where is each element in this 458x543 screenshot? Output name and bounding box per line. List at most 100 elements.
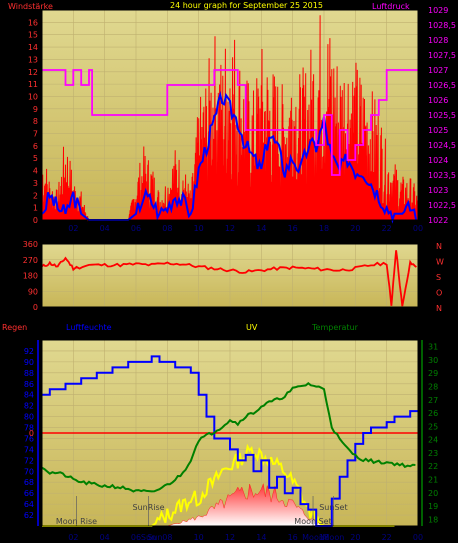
wind-tick-label: 3: [33, 179, 38, 188]
event-label: Moon Rise: [56, 517, 97, 526]
wind-tick-label: 16: [28, 18, 38, 27]
wind-tick-label: 5: [33, 154, 38, 163]
pressure-tick-label: 1024,5: [428, 141, 456, 150]
humidity-axis-title: Luftfeuchte: [66, 323, 112, 332]
humidity-tick-label: 84: [24, 391, 34, 400]
uv-series: [42, 443, 395, 527]
direction-tick-label: 90: [28, 287, 38, 296]
wind-tick-label: 11: [28, 80, 38, 89]
humidity-tick-label: 62: [24, 511, 34, 520]
pressure-tick-label: 1022: [428, 216, 448, 225]
wind-x-tick-label: 20: [350, 224, 360, 233]
humidity-tick-label: 64: [24, 500, 34, 509]
compass-label: W: [436, 258, 444, 267]
pressure-tick-label: 1024: [428, 156, 448, 165]
wind-axis-title: Windstärke: [8, 2, 53, 11]
wind-x-tick-label: 00: [413, 224, 423, 233]
temperature-tick-label: 18: [428, 515, 438, 524]
temperature-tick-label: 19: [428, 502, 438, 511]
wind-x-tick-label: 06: [131, 224, 141, 233]
climate-x-tick-label: 08: [162, 533, 172, 542]
humidity-tick-label: 74: [24, 445, 34, 454]
pressure-tick-label: 1029: [428, 6, 448, 15]
humidity-tick-label: 78: [24, 424, 34, 433]
temperature-tick-label: 27: [428, 396, 438, 405]
pressure-tick-label: 1023: [428, 186, 448, 195]
temperature-tick-label: 23: [428, 449, 438, 458]
climate-x-tick-label: 02: [68, 533, 78, 542]
temperature-tick-label: 29: [428, 369, 438, 378]
climate-x-tick-label: 06: [131, 533, 141, 542]
wind-tick-label: 14: [28, 43, 38, 52]
pressure-tick-label: 1026,5: [428, 81, 456, 90]
wind-x-tick-label: 18: [319, 224, 329, 233]
sun-moon-x-overlay: Sun: [147, 533, 162, 542]
rain-zero-label: 0: [29, 429, 34, 438]
compass-label: O: [436, 289, 442, 298]
temperature-tick-label: 24: [428, 436, 438, 445]
wind-tick-label: 1: [33, 204, 38, 213]
temperature-series: [41, 382, 416, 493]
climate-plot-border: [41, 339, 419, 527]
climate-x-tick-label: 16: [288, 533, 298, 542]
compass-label: S: [436, 273, 441, 282]
humidity-tick-label: 68: [24, 478, 34, 487]
direction-tick-label: 360: [23, 240, 38, 249]
wind-tick-label: 2: [33, 191, 38, 200]
wind-tick-label: 13: [28, 55, 38, 64]
wind-tick-label: 12: [28, 68, 38, 77]
wind-tick-label: 6: [33, 142, 38, 151]
wind-x-tick-label: 10: [194, 224, 204, 233]
pressure-axis-title: Luftdruck: [372, 2, 410, 11]
temperature-tick-label: 26: [428, 409, 438, 418]
compass-label: N: [436, 304, 442, 313]
event-label: SunSet: [319, 503, 347, 512]
temperature-tick-label: 20: [428, 489, 438, 498]
climate-x-tick-label: 20: [350, 533, 360, 542]
sun-moon-x-overlay: Moon: [323, 533, 345, 542]
wind-chart-title: 24 hour graph for September 25 2015: [170, 1, 323, 10]
sun-moon-x-overlay: Sun: [141, 533, 156, 542]
temperature-axis-title: Temperatur: [311, 323, 359, 332]
wind-tick-label: 4: [33, 167, 38, 176]
humidity-tick-label: 88: [24, 369, 34, 378]
pressure-tick-label: 1028,5: [428, 21, 456, 30]
temperature-tick-label: 25: [428, 422, 438, 431]
humidity-tick-label: 80: [24, 413, 34, 422]
rain-axis-title: Regen: [2, 323, 27, 332]
pressure-tick-label: 1025: [428, 126, 448, 135]
wind-tick-label: 10: [28, 92, 38, 101]
temperature-tick-label: 22: [428, 462, 438, 471]
temperature-tick-label: 21: [428, 476, 438, 485]
wind-tick-label: 0: [33, 216, 38, 225]
pressure-tick-label: 1025,5: [428, 111, 456, 120]
pressure-tick-label: 1027: [428, 66, 448, 75]
humidity-tick-label: 70: [24, 467, 34, 476]
event-label: Moon Set: [294, 517, 331, 526]
wind-tick-label: 15: [28, 31, 38, 40]
temperature-tick-label: 30: [428, 356, 438, 365]
temperature-tick-label: 28: [428, 383, 438, 392]
climate-x-tick-label: 22: [382, 533, 392, 542]
wind-x-tick-label: 02: [68, 224, 78, 233]
wind-x-tick-label: 22: [382, 224, 392, 233]
climate-x-tick-label: 04: [100, 533, 110, 542]
climate-x-tick-label: 00: [413, 533, 423, 542]
humidity-tick-label: 82: [24, 402, 34, 411]
pressure-tick-label: 1023,5: [428, 171, 456, 180]
direction-tick-label: 180: [23, 272, 38, 281]
pressure-tick-label: 1022,5: [428, 201, 456, 210]
humidity-tick-label: 92: [24, 347, 34, 356]
humidity-tick-label: 72: [24, 456, 34, 465]
wind-x-tick-label: 08: [162, 224, 172, 233]
direction-tick-label: 0: [33, 303, 38, 312]
wind-x-tick-label: 12: [225, 224, 235, 233]
humidity-tick-label: 76: [24, 434, 34, 443]
wind-plot-border: [41, 9, 419, 221]
humidity-tick-label: 90: [24, 358, 34, 367]
direction-plot-border: [41, 243, 419, 308]
direction-tick-label: 270: [23, 256, 38, 265]
pressure-series: [42, 69, 418, 176]
pressure-tick-label: 1027,5: [428, 51, 456, 60]
